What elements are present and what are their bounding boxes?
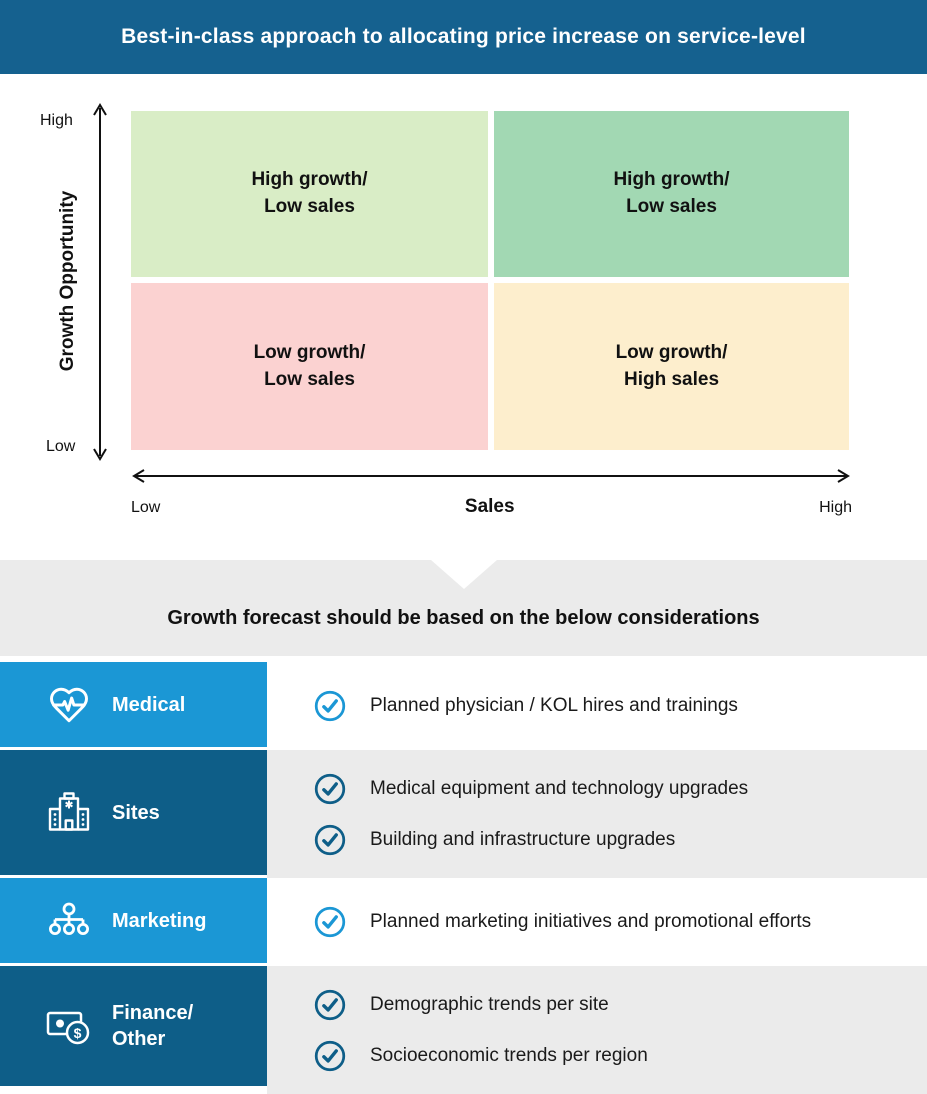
check-circle-icon bbox=[314, 824, 346, 855]
category-cell: Sites bbox=[0, 750, 267, 875]
quadrant-top-right: High growth/ Low sales bbox=[494, 111, 849, 277]
y-axis-label: Growth Opportunity bbox=[57, 190, 78, 372]
category-label: Finance/ Other bbox=[112, 1002, 194, 1050]
category-label: Marketing bbox=[112, 909, 207, 932]
check-circle-icon bbox=[314, 989, 346, 1020]
items-cell: Demographic trends per site Socioeconomi… bbox=[267, 966, 927, 1094]
page-title: Best-in-class approach to allocating pri… bbox=[121, 25, 806, 48]
category-cell: Marketing bbox=[0, 878, 267, 963]
quadrant-grid: High growth/ Low sales High growth/ Low … bbox=[131, 111, 849, 450]
item-text: Planned marketing initiatives and promot… bbox=[370, 911, 812, 932]
category-cell: $ Finance/ Other bbox=[0, 966, 267, 1086]
heart-pulse-icon bbox=[42, 684, 96, 726]
check-item: Medical equipment and technology upgrade… bbox=[313, 772, 927, 806]
item-text: Medical equipment and technology upgrade… bbox=[370, 777, 749, 799]
check-circle-icon bbox=[314, 690, 346, 722]
check-item: Planned physician / KOL hires and traini… bbox=[313, 689, 927, 723]
check-item: Socioeconomic trends per region bbox=[313, 1039, 927, 1073]
item-text: Socioeconomic trends per region bbox=[370, 1044, 648, 1066]
org-chart-icon bbox=[42, 901, 96, 941]
check-circle-icon bbox=[314, 773, 346, 804]
check-circle-icon bbox=[314, 1040, 346, 1071]
check-item: Planned marketing initiatives and promot… bbox=[313, 905, 927, 939]
check-circle-icon bbox=[314, 906, 346, 938]
y-axis-arrow bbox=[93, 103, 107, 461]
svg-text:$: $ bbox=[74, 1025, 82, 1041]
category-label: Medical bbox=[112, 693, 186, 716]
forecast-band-title: Growth forecast should be based on the b… bbox=[167, 607, 760, 629]
x-axis-label: Sales bbox=[464, 496, 515, 517]
growth-sales-matrix: High Low Growth Opportunity High growth/… bbox=[0, 74, 927, 560]
category-label: Sites bbox=[112, 801, 160, 824]
header-bar: Best-in-class approach to allocating pri… bbox=[0, 0, 927, 74]
quadrant-bottom-left: Low growth/ Low sales bbox=[131, 283, 488, 450]
x-axis-tick-high: High bbox=[819, 499, 852, 516]
item-text: Building and infrastructure upgrades bbox=[370, 828, 676, 850]
item-text: Planned physician / KOL hires and traini… bbox=[370, 695, 738, 716]
x-axis-tick-low: Low bbox=[131, 499, 161, 516]
table-row-sites: Sites Medical equipment and technology u… bbox=[0, 750, 927, 878]
forecast-band: Growth forecast should be based on the b… bbox=[0, 560, 927, 656]
considerations-table: Medical Planned physician / KOL hires an… bbox=[0, 662, 927, 1094]
x-axis-arrow bbox=[132, 469, 850, 483]
table-row-finance-other: $ Finance/ Other Demographic trends per … bbox=[0, 966, 927, 1094]
money-bill-coin-icon: $ bbox=[42, 1006, 96, 1046]
category-cell: Medical bbox=[0, 662, 267, 747]
down-notch-arrow bbox=[430, 560, 497, 589]
hospital-icon bbox=[42, 791, 96, 835]
items-cell: Medical equipment and technology upgrade… bbox=[267, 750, 927, 878]
check-item: Demographic trends per site bbox=[313, 988, 927, 1022]
table-row-marketing: Marketing Planned marketing initiatives … bbox=[0, 878, 927, 966]
check-item: Building and infrastructure upgrades bbox=[313, 823, 927, 857]
items-cell: Planned marketing initiatives and promot… bbox=[267, 878, 927, 966]
items-cell: Planned physician / KOL hires and traini… bbox=[267, 662, 927, 750]
table-row-medical: Medical Planned physician / KOL hires an… bbox=[0, 662, 927, 750]
y-axis-tick-high: High bbox=[40, 112, 73, 129]
y-axis-tick-low: Low bbox=[46, 438, 76, 455]
item-text: Demographic trends per site bbox=[370, 993, 609, 1015]
quadrant-top-left: High growth/ Low sales bbox=[131, 111, 488, 277]
x-axis-ticks: Low Sales High bbox=[131, 496, 852, 518]
quadrant-bottom-right: Low growth/ High sales bbox=[494, 283, 849, 450]
